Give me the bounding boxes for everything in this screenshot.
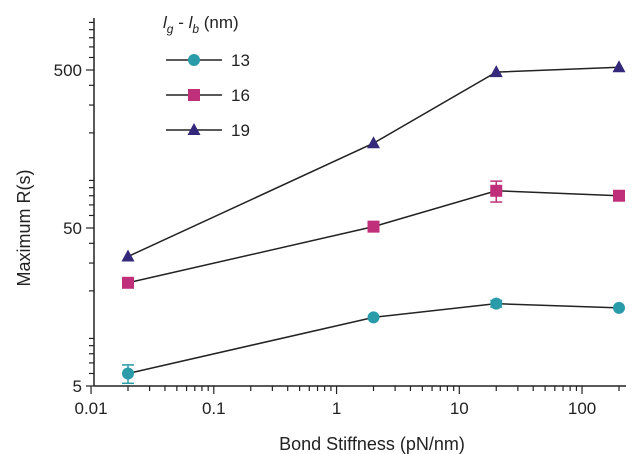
x-tick-label: 100 bbox=[568, 399, 596, 418]
series-19 bbox=[121, 60, 626, 262]
data-point-square bbox=[490, 184, 503, 197]
data-point-triangle bbox=[367, 136, 380, 149]
data-point-square bbox=[367, 220, 380, 233]
x-tick-label: 0.1 bbox=[202, 399, 226, 418]
data-point-square bbox=[613, 189, 625, 202]
legend-title-unit: (nm) bbox=[199, 13, 239, 32]
data-point-circle bbox=[122, 367, 134, 380]
x-axis-title: Bond Stiffness (pN/nm) bbox=[279, 434, 465, 454]
legend-entry: 16 bbox=[166, 86, 250, 105]
data-point-circle bbox=[367, 311, 380, 324]
y-tick-label: 500 bbox=[54, 61, 82, 80]
data-point-circle bbox=[490, 297, 503, 310]
legend-label: 16 bbox=[231, 86, 250, 105]
legend-entry: 13 bbox=[166, 51, 250, 70]
legend-marker-triangle bbox=[187, 123, 201, 135]
series-13 bbox=[122, 297, 625, 385]
data-point-triangle bbox=[121, 249, 135, 262]
data-point-triangle bbox=[489, 65, 503, 78]
series-16 bbox=[122, 180, 625, 289]
legend-entries: 13 16 19 bbox=[166, 51, 250, 140]
x-tick-label: 10 bbox=[450, 399, 469, 418]
legend-label: 13 bbox=[231, 51, 250, 70]
x-tick-label: 0.01 bbox=[75, 399, 108, 418]
data-point-triangle bbox=[612, 60, 626, 73]
x-axis: 0.01 0.1 1 10 100 bbox=[75, 385, 626, 418]
series-line bbox=[127, 190, 620, 284]
series-line bbox=[127, 66, 620, 258]
x-tick-label: 1 bbox=[332, 399, 341, 418]
series-line bbox=[127, 302, 620, 375]
legend-title-l2: l bbox=[189, 13, 194, 32]
legend-label: 19 bbox=[231, 121, 250, 140]
legend-marker-square bbox=[188, 89, 200, 101]
legend-title-sep: - bbox=[173, 13, 188, 32]
series-layer bbox=[121, 60, 626, 385]
legend-title-sub2: b bbox=[192, 22, 199, 36]
legend-marker-circle bbox=[188, 54, 200, 66]
data-point-circle bbox=[613, 301, 625, 314]
legend-title: lg - lb (nm) bbox=[163, 13, 239, 36]
y-tick-label: 5 bbox=[73, 377, 82, 396]
y-axis-title: Maximum R(s) bbox=[14, 170, 34, 287]
legend-entry: 19 bbox=[166, 121, 250, 140]
legend-title-l1: l bbox=[163, 13, 168, 32]
legend-title-sub1: g bbox=[167, 22, 174, 36]
data-point-square bbox=[122, 276, 134, 289]
y-tick-label: 50 bbox=[63, 219, 82, 238]
y-axis: 5 50 500 bbox=[54, 18, 95, 396]
